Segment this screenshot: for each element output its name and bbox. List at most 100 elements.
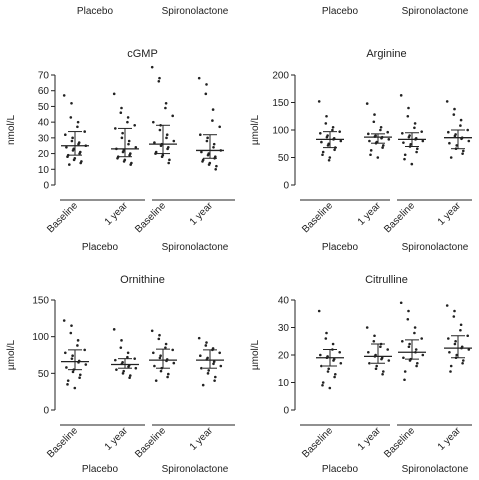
data-point: [158, 76, 161, 80]
data-point: [204, 92, 208, 96]
data-point: [387, 138, 391, 141]
y-axis-label: nmol/L: [6, 115, 17, 145]
data-point: [206, 136, 209, 140]
panel-title: Ornithine: [120, 274, 165, 286]
data-point: [317, 100, 321, 103]
y-tick-label: 30: [278, 323, 290, 334]
y-tick-label: 40: [38, 118, 50, 129]
data-point: [453, 309, 456, 313]
data-point: [119, 111, 123, 115]
data-point: [129, 374, 132, 377]
data-point: [407, 106, 410, 110]
data-point: [372, 339, 376, 343]
x-tick-label: Baseline: [133, 425, 168, 460]
data-point: [326, 144, 330, 147]
data-point: [164, 346, 167, 349]
data-point: [461, 361, 464, 365]
group-label: Placebo: [82, 464, 119, 475]
data-point: [368, 361, 371, 365]
data-point: [70, 139, 74, 143]
x-tick-label: 1 year: [188, 425, 216, 453]
data-point: [453, 107, 456, 111]
data-point: [382, 144, 385, 147]
x-tick-label: Baseline: [382, 200, 417, 235]
data-point: [79, 161, 82, 165]
data-point: [332, 359, 335, 362]
data-point: [407, 135, 411, 139]
data-point: [331, 128, 334, 132]
data-point: [421, 353, 425, 357]
data-point: [317, 309, 321, 313]
data-point: [319, 353, 322, 357]
data-point: [416, 361, 419, 365]
data-point: [207, 369, 210, 372]
y-tick-label: 0: [283, 181, 289, 192]
data-point: [338, 130, 342, 133]
data-point: [379, 345, 382, 349]
data-point: [327, 158, 331, 162]
data-point: [70, 324, 73, 327]
data-point: [126, 120, 129, 124]
data-point: [121, 372, 125, 375]
data-point: [159, 354, 162, 358]
data-point: [334, 372, 337, 376]
data-point: [122, 369, 125, 373]
data-point: [416, 147, 419, 150]
data-point: [409, 143, 413, 146]
cropped-label: Placebo: [322, 6, 359, 17]
data-point: [325, 114, 328, 118]
data-point: [69, 116, 73, 119]
y-tick-label: 20: [38, 149, 50, 160]
data-point: [70, 101, 73, 105]
data-point: [333, 148, 336, 152]
data-point: [403, 370, 407, 373]
data-point: [365, 326, 369, 329]
x-tick-label: Baseline: [45, 425, 80, 460]
data-point: [121, 150, 125, 154]
data-point: [407, 309, 410, 313]
data-point: [83, 348, 86, 352]
data-point: [321, 153, 324, 157]
data-point: [212, 145, 215, 149]
data-point: [160, 155, 164, 159]
data-point: [466, 128, 470, 132]
data-point: [127, 142, 130, 146]
data-point: [407, 345, 411, 349]
data-point: [414, 348, 418, 351]
data-point: [68, 163, 71, 166]
y-axis-label: µmol/L: [250, 339, 261, 370]
data-point: [112, 328, 116, 331]
data-point: [408, 359, 412, 362]
panel-title: Citrulline: [365, 274, 408, 286]
data-point: [150, 65, 154, 69]
data-point: [375, 364, 379, 368]
data-point: [449, 156, 453, 159]
data-point: [373, 334, 376, 338]
y-tick-label: 150: [272, 98, 289, 109]
panel-title: cGMP: [127, 48, 158, 60]
data-point: [403, 378, 406, 382]
cropped-label: Spironolactone: [402, 6, 469, 17]
data-point: [372, 120, 376, 124]
data-point: [408, 342, 411, 346]
group-label: Placebo: [322, 464, 359, 475]
data-point: [127, 365, 130, 369]
data-point: [381, 372, 384, 376]
data-point: [134, 366, 138, 370]
data-point: [112, 92, 116, 96]
data-point: [321, 383, 324, 387]
x-tick-label: Baseline: [382, 425, 417, 460]
data-point: [122, 160, 126, 163]
x-tick-label: 1 year: [356, 200, 384, 228]
data-point: [445, 100, 449, 103]
data-point: [72, 158, 76, 162]
data-point: [449, 364, 453, 368]
data-point: [212, 142, 216, 146]
data-point: [401, 339, 404, 343]
data-point: [459, 118, 463, 122]
data-point: [114, 358, 117, 362]
data-point: [119, 346, 123, 349]
y-tick-label: 70: [38, 71, 50, 82]
x-tick-label: Baseline: [45, 200, 80, 235]
data-point: [339, 139, 343, 143]
